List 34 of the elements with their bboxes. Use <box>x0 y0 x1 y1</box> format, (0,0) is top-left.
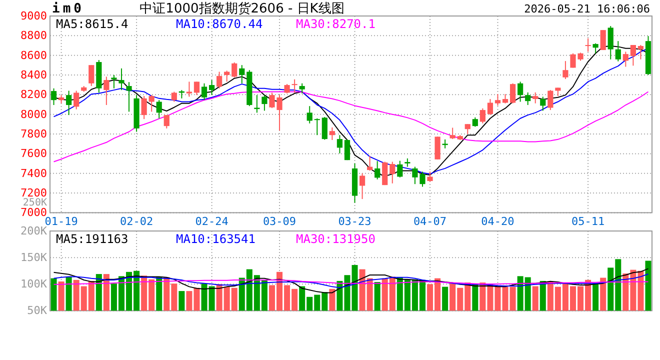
y-tick-label: 8600 <box>20 48 47 62</box>
x-tick-label: 03-09 <box>262 215 296 228</box>
x-tick-label: 04-07 <box>413 215 447 228</box>
y-tick-label: 7000 <box>20 206 47 220</box>
text: MA10:163541 <box>176 232 256 246</box>
line-series <box>53 273 649 288</box>
x-tick-label: 01-19 <box>44 215 78 228</box>
x-tick-label: 02-02 <box>120 215 154 228</box>
y-tick-label: 100K <box>20 278 48 291</box>
chart-title: 中证1000指数期货2606 - 日K线图 <box>140 2 344 16</box>
y-tick-label: 8800 <box>20 29 47 42</box>
y-tick-label: 7400 <box>20 166 47 180</box>
y-tick-label: 8200 <box>20 88 47 102</box>
y-tick-label: 50K <box>27 304 48 318</box>
x-tick-label: 05-11 <box>571 215 605 228</box>
y-tick-label: 8400 <box>20 68 47 82</box>
text: MA30:8270.1 <box>296 17 376 31</box>
y-tick-label: 7800 <box>20 128 47 141</box>
x-tick-label: 02-24 <box>195 215 229 228</box>
y-tick-label: 9000 <box>20 10 47 22</box>
text: 2026-05-21 16:06:06 <box>524 2 650 16</box>
y-tick-label: 200K <box>20 224 48 238</box>
line-series <box>53 268 649 294</box>
y-tick-label: 150K <box>20 251 48 264</box>
text: MA5:191163 <box>56 232 128 246</box>
text: MA5:8615.4 <box>56 17 128 31</box>
annotation: im0 <box>52 2 84 16</box>
text: MA30:131950 <box>296 232 376 246</box>
text: MA10:8670.44 <box>176 17 263 31</box>
x-tick-label: 04-20 <box>481 215 514 228</box>
text: 250K <box>22 198 47 208</box>
x-tick-label: 03-23 <box>338 215 372 228</box>
y-tick-label: 8000 <box>20 108 47 121</box>
y-tick-label: 7600 <box>20 147 47 160</box>
